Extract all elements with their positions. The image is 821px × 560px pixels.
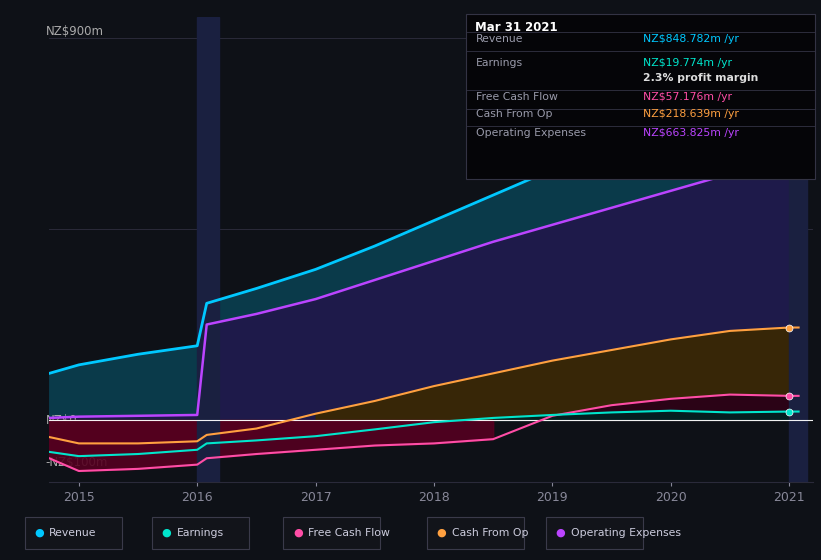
Text: Free Cash Flow: Free Cash Flow xyxy=(308,528,390,538)
Text: Operating Expenses: Operating Expenses xyxy=(476,128,586,138)
Text: Operating Expenses: Operating Expenses xyxy=(571,528,681,538)
Text: Revenue: Revenue xyxy=(476,34,524,44)
Bar xyxy=(789,17,807,482)
Text: Revenue: Revenue xyxy=(49,528,97,538)
Text: -NZ$100m: -NZ$100m xyxy=(45,456,108,469)
Text: Mar 31 2021: Mar 31 2021 xyxy=(475,21,557,34)
Text: ●: ● xyxy=(34,528,44,538)
Text: NZ$57.176m /yr: NZ$57.176m /yr xyxy=(643,92,732,102)
Text: NZ$663.825m /yr: NZ$663.825m /yr xyxy=(643,128,739,138)
Text: NZ$900m: NZ$900m xyxy=(45,25,103,38)
Text: 2.3% profit margin: 2.3% profit margin xyxy=(643,73,759,83)
Text: Earnings: Earnings xyxy=(177,528,223,538)
Text: NZ$218.639m /yr: NZ$218.639m /yr xyxy=(643,109,739,119)
Text: ●: ● xyxy=(293,528,303,538)
Text: NZ$19.774m /yr: NZ$19.774m /yr xyxy=(643,58,732,68)
Text: Earnings: Earnings xyxy=(476,58,523,68)
Text: Cash From Op: Cash From Op xyxy=(476,109,553,119)
Text: NZ$848.782m /yr: NZ$848.782m /yr xyxy=(643,34,739,44)
Bar xyxy=(197,17,218,482)
Text: ●: ● xyxy=(437,528,447,538)
Text: Cash From Op: Cash From Op xyxy=(452,528,528,538)
Text: ●: ● xyxy=(556,528,566,538)
Text: Free Cash Flow: Free Cash Flow xyxy=(476,92,558,102)
Text: ●: ● xyxy=(162,528,172,538)
Text: NZ$0: NZ$0 xyxy=(45,413,77,427)
